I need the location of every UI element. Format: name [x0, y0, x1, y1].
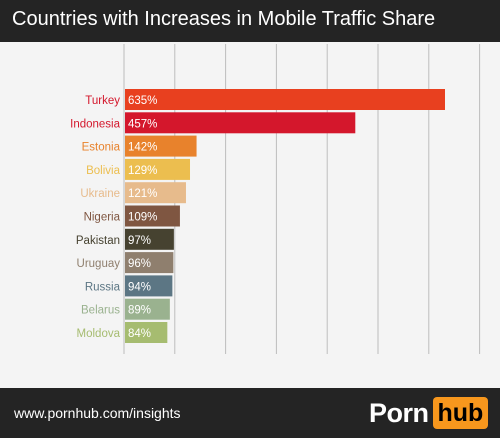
bar-indonesia [125, 112, 356, 134]
category-label: Belarus [81, 305, 120, 317]
footer-bar: www.pornhub.com/insights Porn hub [0, 388, 500, 438]
bar-belarus [125, 298, 170, 320]
bar-moldova [125, 322, 168, 343]
chart-title: Countries with Increases in Mobile Traff… [12, 8, 436, 30]
category-label: Moldova [77, 328, 121, 340]
category-label: Turkey [85, 95, 120, 107]
brand-logo: Porn hub [369, 396, 489, 430]
value-label: 121% [128, 188, 157, 200]
footer-url: www.pornhub.com/insights [14, 405, 181, 421]
logo-text-right: hub [432, 397, 489, 429]
value-label: 94% [128, 281, 151, 293]
bar-uruguay [125, 252, 174, 274]
category-label: Estonia [82, 142, 121, 154]
bar-russia [125, 275, 173, 297]
category-label: Uruguay [77, 258, 121, 270]
value-label: 129% [128, 165, 157, 177]
value-label: 635% [128, 95, 157, 107]
bar-nigeria [125, 205, 180, 227]
value-label: 96% [128, 258, 151, 270]
category-label: Russia [85, 281, 121, 293]
bar-turkey [125, 89, 445, 110]
bar-bolivia [125, 158, 191, 180]
category-label: Pakistan [76, 235, 120, 247]
value-label: 84% [128, 328, 151, 340]
logo-text-left: Porn [369, 397, 429, 428]
category-label: Indonesia [70, 118, 120, 130]
header-bar: Countries with Increases in Mobile Traff… [0, 0, 500, 42]
bar-chart: Turkey 635% Indonesia 457% Estonia 142% Bolivi… [70, 44, 481, 354]
bar-ukraine [125, 182, 186, 204]
bar-estonia [125, 135, 197, 157]
value-label: 97% [128, 235, 151, 247]
value-label: 109% [128, 212, 157, 224]
value-label: 89% [128, 305, 151, 317]
plot-area: Turkey 635% Indonesia 457% Estonia 142% Bolivi… [0, 42, 500, 388]
category-label: Bolivia [86, 165, 120, 177]
value-label: 142% [128, 142, 157, 154]
value-label: 457% [128, 118, 157, 130]
category-label: Nigeria [84, 212, 121, 224]
bar-pakistan [125, 228, 174, 250]
category-label: Ukraine [80, 188, 120, 200]
